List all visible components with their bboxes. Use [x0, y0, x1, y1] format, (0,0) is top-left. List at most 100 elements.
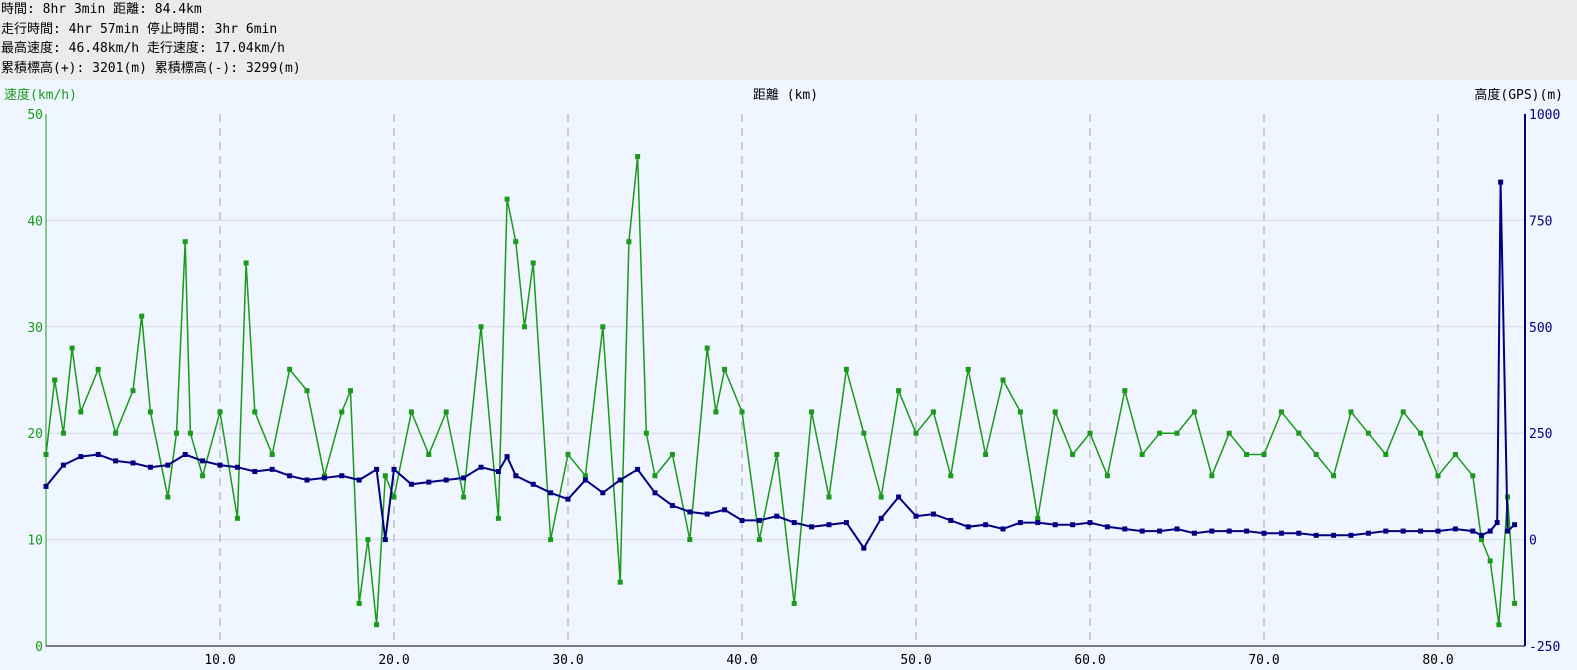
y2-axis-title: 高度(GPS)(m)	[1474, 87, 1563, 103]
speed-point	[635, 154, 641, 160]
elevation-point	[687, 509, 693, 515]
speed-point	[1512, 600, 1518, 606]
y-tick-label: 0	[35, 640, 43, 655]
speed-point	[1174, 430, 1180, 436]
elevation-point	[382, 537, 388, 543]
speed-point	[1452, 451, 1458, 457]
speed-point	[78, 409, 84, 415]
x-tick-label: 50.0	[900, 653, 931, 668]
speed-point	[1296, 430, 1302, 436]
speed-point	[843, 366, 849, 372]
elevation-point	[1487, 528, 1493, 534]
speed-point	[1000, 377, 1006, 383]
speed-point	[913, 430, 919, 436]
elevation-point	[374, 466, 380, 472]
y2-tick-label: 750	[1529, 214, 1552, 229]
elevation-point	[495, 469, 501, 475]
speed-point	[1052, 409, 1058, 415]
elevation-point	[826, 522, 832, 528]
elevation-point	[1191, 530, 1197, 536]
speed-point	[374, 622, 380, 628]
elevation-point	[356, 477, 362, 483]
elevation-point	[391, 466, 397, 472]
elevation-point	[843, 520, 849, 526]
stats-line-elevation: 累積標高(+): 3201(m) 累積標高(-): 3299(m)	[1, 60, 301, 76]
elevation-point	[130, 460, 136, 466]
y2-tick-label: 500	[1529, 321, 1552, 336]
speed-point	[130, 388, 136, 394]
summary-stats: 時間: 8hr 3min 距離: 84.4km 走行時間: 4hr 57min …	[0, 0, 1577, 80]
elevation-point	[930, 511, 936, 517]
elevation-point	[478, 464, 484, 470]
speed-point	[652, 473, 658, 479]
x-tick-label: 20.0	[378, 653, 409, 668]
speed-point	[826, 494, 832, 500]
speed-point	[713, 409, 719, 415]
speed-point	[522, 324, 527, 330]
speed-point	[187, 430, 193, 436]
speed-point	[95, 366, 101, 372]
x-tick-label: 80.0	[1422, 653, 1453, 668]
stats-line-time-distance: 時間: 8hr 3min 距離: 84.4km	[1, 2, 202, 17]
speed-point	[43, 451, 49, 457]
speed-point	[234, 515, 240, 521]
speed-point	[1496, 622, 1502, 628]
elevation-point	[1296, 530, 1302, 536]
elevation-point	[165, 462, 171, 468]
elevation-point	[1070, 522, 1076, 528]
speed-point	[174, 430, 179, 436]
speed-point	[1278, 409, 1284, 415]
speed-point	[1331, 473, 1337, 479]
elevation-point	[809, 524, 815, 530]
speed-point	[739, 409, 745, 415]
stats-line-speed: 最高速度: 46.48km/h 走行速度: 17.04km/h	[1, 41, 286, 56]
elevation-point	[1331, 532, 1337, 538]
speed-point	[1487, 558, 1493, 564]
elevation-point	[1122, 526, 1128, 532]
speed-point	[1313, 451, 1319, 457]
elevation-point	[600, 490, 606, 496]
elevation-point	[617, 477, 623, 483]
speed-point	[878, 494, 884, 500]
y2-tick-label: 0	[1529, 534, 1537, 549]
elevation-point	[756, 517, 762, 523]
speed-point	[495, 515, 501, 521]
elevation-point	[1000, 526, 1006, 532]
elevation-point	[1052, 522, 1058, 528]
y2-tick-label: 250	[1529, 427, 1552, 442]
elevation-point	[1209, 528, 1215, 534]
elevation-point	[217, 462, 223, 468]
speed-point	[1104, 473, 1110, 479]
speed-point	[930, 409, 936, 415]
elevation-point	[791, 520, 797, 526]
speed-line	[45, 156, 1516, 625]
elevation-point	[913, 513, 919, 519]
elevation-point	[896, 494, 902, 500]
speed-point	[478, 324, 484, 330]
speed-point	[643, 430, 649, 436]
elevation-point	[1383, 528, 1389, 534]
elevation-point	[252, 469, 258, 475]
speed-point	[113, 430, 119, 436]
speed-point	[60, 430, 66, 436]
elevation-point	[1261, 530, 1267, 536]
speed-point	[1479, 537, 1484, 543]
speed-point	[1191, 409, 1197, 415]
elevation-point	[95, 451, 101, 457]
speed-point	[200, 473, 206, 479]
speed-point	[756, 537, 762, 543]
speed-point	[722, 366, 728, 372]
elevation-point	[1348, 532, 1354, 538]
speed-point	[948, 473, 954, 479]
y-axis-title: 速度(km/h)	[4, 87, 77, 103]
speed-point	[147, 409, 153, 415]
speed-point	[1035, 515, 1041, 521]
elevation-point	[1498, 179, 1504, 185]
speed-point	[1157, 430, 1163, 436]
speed-point	[182, 239, 188, 245]
elevation-point	[965, 524, 971, 530]
speed-point	[356, 600, 362, 606]
elevation-point	[1479, 532, 1484, 538]
speed-point	[391, 494, 397, 500]
speed-point	[217, 409, 223, 415]
